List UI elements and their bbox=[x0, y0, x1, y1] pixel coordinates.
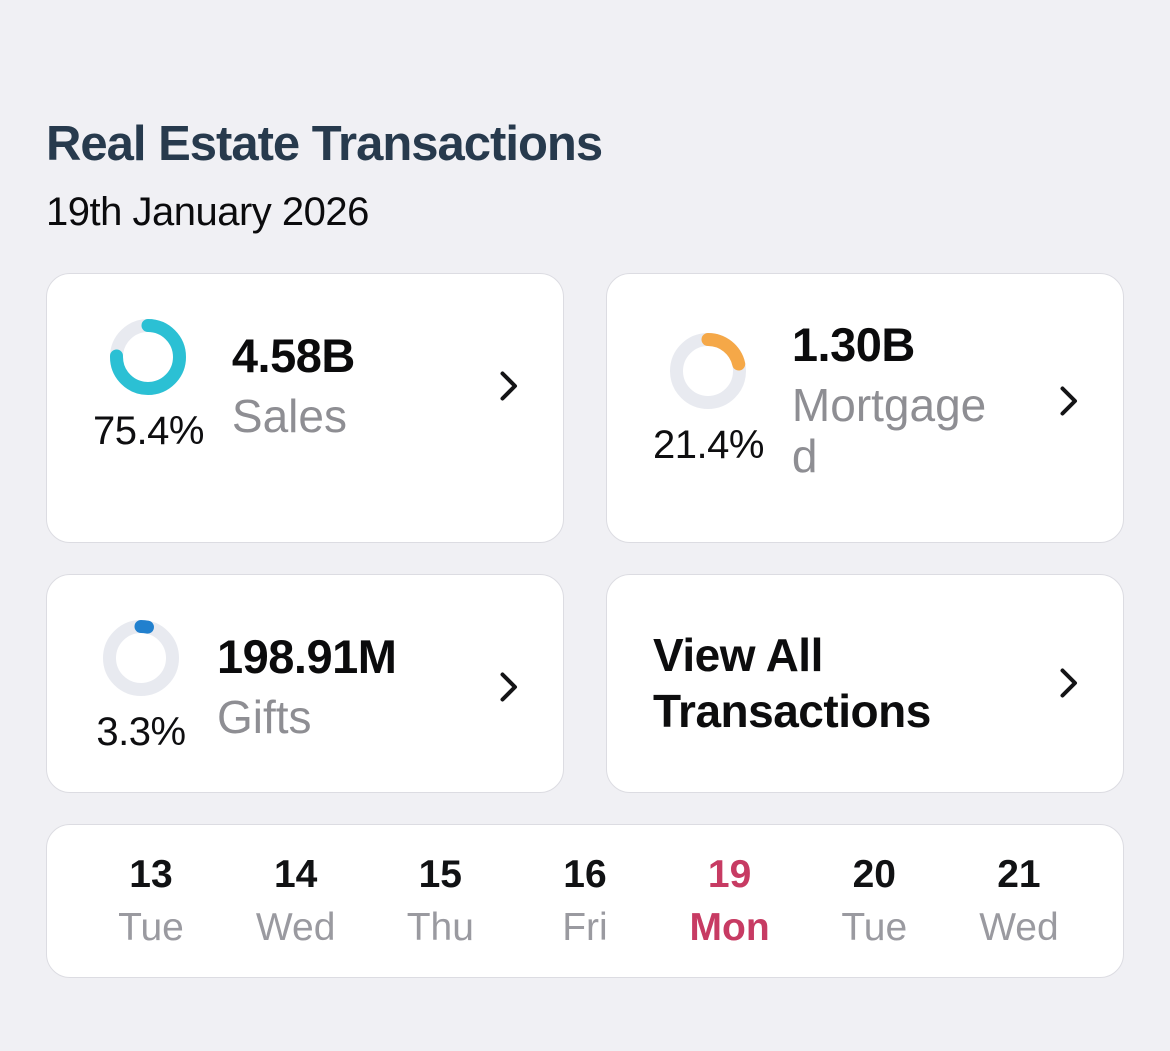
date-item-19-selected[interactable]: 19 Mon bbox=[678, 855, 782, 947]
sales-value: 4.58B bbox=[231, 329, 355, 383]
sales-donut-block: 75.4% bbox=[93, 318, 204, 454]
page-title: Real Estate Transactions bbox=[46, 117, 603, 171]
date-item-14[interactable]: 14 Wed bbox=[244, 855, 348, 947]
mortgaged-text-block: 1.30B Mortgaged bbox=[791, 317, 998, 483]
day-number: 15 bbox=[418, 852, 462, 896]
sales-donut-chart bbox=[110, 318, 187, 395]
day-weekday: Mon bbox=[689, 905, 770, 949]
gifts-value: 198.91M bbox=[217, 630, 397, 684]
gifts-percent: 3.3% bbox=[96, 709, 186, 754]
chevron-right-icon[interactable] bbox=[1059, 667, 1079, 699]
day-number: 20 bbox=[852, 852, 896, 896]
chevron-right-icon[interactable] bbox=[1059, 385, 1079, 417]
date-item-16[interactable]: 16 Fri bbox=[533, 855, 637, 947]
sales-text-block: 4.58B Sales bbox=[232, 330, 355, 442]
view-all-card-row: View All Transactions bbox=[653, 627, 1079, 739]
date-item-13[interactable]: 13 Tue bbox=[99, 855, 203, 947]
mortgaged-donut-block: 21.4% bbox=[653, 333, 764, 468]
gifts-card[interactable]: 3.3% 198.91M Gifts bbox=[46, 573, 564, 793]
gifts-donut-chart bbox=[103, 619, 179, 696]
date-item-15[interactable]: 15 Thu bbox=[388, 855, 492, 947]
page-date: 19th January 2026 bbox=[46, 189, 369, 234]
sales-card[interactable]: 75.4% 4.58B Sales bbox=[46, 272, 564, 543]
day-weekday: Tue bbox=[118, 905, 184, 949]
chevron-right-icon[interactable] bbox=[499, 370, 519, 402]
day-weekday: Thu bbox=[406, 905, 474, 949]
date-item-20[interactable]: 20 Tue bbox=[822, 855, 926, 947]
view-all-label: View All Transactions bbox=[653, 629, 931, 738]
chevron-right-icon[interactable] bbox=[499, 671, 519, 703]
day-number: 16 bbox=[563, 852, 607, 896]
gifts-card-row: 3.3% 198.91M Gifts bbox=[93, 619, 519, 755]
day-weekday: Wed bbox=[979, 905, 1059, 949]
date-picker-strip: 13 Tue 14 Wed 15 Thu 16 Fri 19 Mon 20 Tue 21 Wed bbox=[46, 823, 1124, 978]
day-number: 13 bbox=[129, 852, 173, 896]
mortgaged-value: 1.30B bbox=[791, 317, 915, 371]
gifts-text-block: 198.91M Gifts bbox=[217, 630, 397, 743]
day-number: 21 bbox=[997, 852, 1041, 896]
mortgaged-label: Mortgaged bbox=[791, 378, 987, 483]
stats-grid: 75.4% 4.58B Sales 21.4% bbox=[46, 272, 1124, 793]
sales-percent: 75.4% bbox=[93, 408, 204, 453]
sales-label: Sales bbox=[231, 389, 347, 442]
mortgaged-card[interactable]: 21.4% 1.30B Mortgaged bbox=[606, 272, 1124, 543]
gifts-donut-block: 3.3% bbox=[93, 619, 189, 755]
day-weekday: Fri bbox=[562, 905, 608, 949]
day-number: 19 bbox=[707, 852, 752, 896]
day-weekday: Wed bbox=[255, 905, 336, 949]
date-item-21[interactable]: 21 Wed bbox=[967, 855, 1071, 947]
sales-card-row: 75.4% 4.58B Sales bbox=[93, 318, 519, 454]
day-number: 14 bbox=[273, 852, 318, 896]
day-weekday: Tue bbox=[841, 905, 908, 949]
mortgaged-donut-chart bbox=[670, 333, 747, 410]
mortgaged-percent: 21.4% bbox=[653, 423, 764, 468]
mortgaged-card-row: 21.4% 1.30B Mortgaged bbox=[653, 317, 1079, 483]
view-all-transactions-card[interactable]: View All Transactions bbox=[606, 573, 1124, 793]
gifts-label: Gifts bbox=[217, 690, 312, 743]
